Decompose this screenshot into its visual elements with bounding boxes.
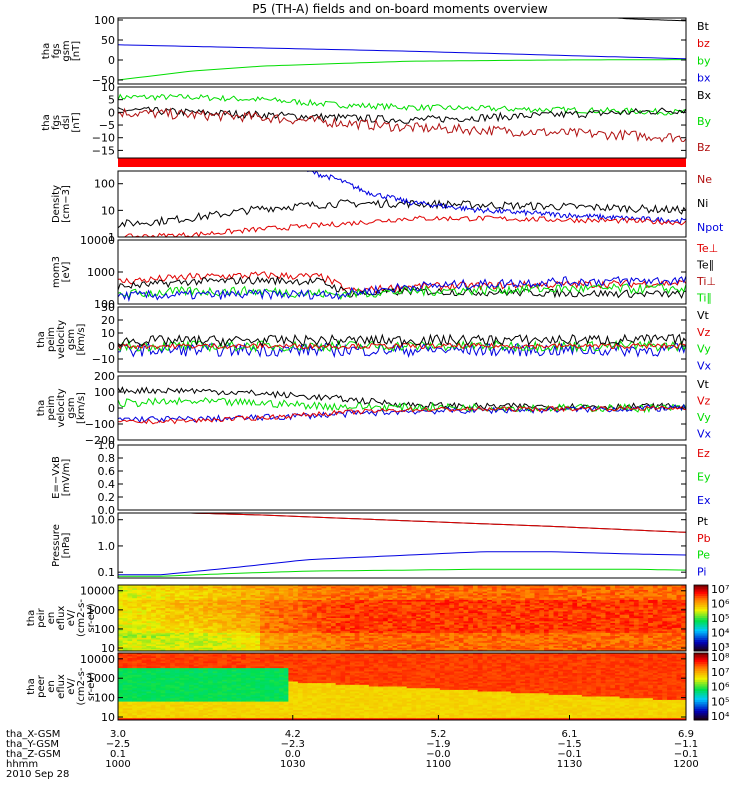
- legend-entry: Te∥: [696, 259, 714, 272]
- y-axis-label: thafgsdsl[nT]: [41, 112, 82, 132]
- legend-entry: bz: [697, 37, 710, 50]
- series-Vz: [118, 406, 686, 424]
- series-Ni: [118, 200, 686, 228]
- legend-entry: Pt: [697, 515, 709, 528]
- y-tick-label: 0.4: [98, 478, 116, 491]
- y-tick-label: −15: [92, 144, 115, 157]
- legend-entry: Ni: [697, 197, 708, 210]
- legend-entry: by: [697, 54, 711, 67]
- legend-entry: Vy: [697, 343, 711, 356]
- y-tick-label: 200: [94, 370, 115, 383]
- y-tick-label: 100: [94, 14, 115, 27]
- y-axis-label: E=−VxB[mV/m]: [51, 456, 72, 499]
- panel-frame: [118, 307, 686, 372]
- legend-entry: Bx: [697, 89, 712, 102]
- legend-entry: Vz: [697, 395, 711, 408]
- series-Npot: [307, 171, 686, 223]
- legend-entry: Pe: [697, 549, 710, 562]
- y-tick-label: −10: [92, 132, 115, 145]
- y-tick-label: 10.0: [91, 514, 116, 527]
- y-tick-label: 0.8: [98, 452, 116, 465]
- series-bx: [118, 45, 686, 59]
- y-axis-label: thafgsgsm[nT]: [41, 40, 82, 61]
- y-tick-label: 20: [101, 314, 115, 327]
- legend-entry: Bz: [697, 141, 711, 154]
- series-Ti⊥: [118, 272, 686, 293]
- panel-peir: 10⁷10⁶10⁵10⁴10³10000100010010thapeirenef…: [26, 583, 730, 655]
- panel-vel-gsm-2: 2001000−100−200thapeimvelocitygsm[km/s]V…: [36, 370, 712, 447]
- y-tick-label: 50: [101, 34, 115, 47]
- legend-entry: Vt: [697, 378, 710, 391]
- y-tick-label: 10: [101, 327, 115, 340]
- panel-pressure: 10.0 1.0 0.1 Pressure[nPa] Pt Pb Pe Pi: [51, 513, 711, 579]
- series-Bz: [118, 109, 686, 142]
- missing-data-bar: [118, 158, 686, 167]
- spectrogram-peir: [118, 585, 708, 652]
- legend-entry: Bt: [697, 20, 710, 33]
- y-tick-label: 0: [108, 340, 115, 353]
- date-label: 2010 Sep 28: [6, 769, 69, 780]
- y-tick-label: 30: [101, 301, 115, 314]
- panel-frame: [118, 513, 686, 578]
- legend-entry: Vt: [697, 309, 710, 322]
- y-tick-label: 0.2: [98, 491, 116, 504]
- y-tick-label: 0: [108, 402, 115, 415]
- legend-entry: Vz: [697, 326, 711, 339]
- legend-entry: Npot: [697, 221, 724, 234]
- y-tick-label: 1.0: [98, 439, 116, 452]
- y-tick-label: 100: [94, 386, 115, 399]
- legend-entry: Te⊥: [696, 242, 718, 255]
- legend-entry: By: [697, 115, 712, 128]
- chart-title: P5 (TH-A) fields and on-board moments ov…: [252, 2, 548, 16]
- legend-entry: Vx: [697, 428, 712, 441]
- legend-entry: Pi: [697, 566, 706, 579]
- legend-entry: Vx: [697, 360, 712, 373]
- y-tick-label: 100: [94, 178, 115, 191]
- legend-entry: Vy: [697, 411, 711, 424]
- series-Pb: [191, 513, 686, 532]
- y-tick-label: 10000: [80, 234, 115, 247]
- legend-entry: Ti⊥: [696, 275, 716, 288]
- series-by: [118, 60, 686, 80]
- y-axis-label: Density[cm−3]: [51, 185, 72, 223]
- y-tick-label: 0.1: [98, 566, 116, 579]
- panel-frame: [118, 171, 686, 237]
- y-axis-label: Pressure[nPa]: [51, 524, 72, 567]
- legend-entry: Ne: [697, 173, 712, 186]
- y-tick-label: −5: [99, 119, 115, 132]
- legend-entry: Ez: [697, 447, 710, 460]
- y-tick-label: 0: [108, 106, 115, 119]
- y-tick-label: 0.6: [98, 465, 116, 478]
- y-tick-label: 10: [101, 81, 115, 94]
- y-tick-label: −10: [92, 353, 115, 366]
- legend-entry: Ey: [697, 471, 711, 484]
- panel-frame: [118, 445, 686, 510]
- legend-entry: Pb: [697, 532, 711, 545]
- series-Ne: [118, 216, 686, 237]
- y-tick-label: 0: [108, 54, 115, 67]
- y-tick-label: 1.0: [98, 540, 116, 553]
- legend-entry: bx: [697, 71, 711, 84]
- y-tick-label: 1000: [87, 266, 115, 279]
- legend-entry: Ti∥: [696, 292, 712, 305]
- y-axis-label: thapeimvelocitygsm[km/s]: [36, 388, 87, 427]
- y-tick-label: 5: [108, 94, 115, 107]
- y-tick-label: 10: [101, 204, 115, 217]
- series-Pi: [118, 552, 686, 575]
- y-axis-label: mom3[eV]: [51, 256, 72, 288]
- legend-entry: Ex: [697, 494, 711, 507]
- y-tick-label: −100: [85, 418, 115, 431]
- y-axis-label: thapeimvelocitygsm[km/s]: [36, 320, 87, 359]
